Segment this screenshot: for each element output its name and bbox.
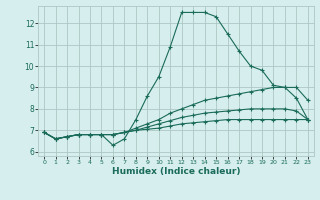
X-axis label: Humidex (Indice chaleur): Humidex (Indice chaleur): [112, 167, 240, 176]
